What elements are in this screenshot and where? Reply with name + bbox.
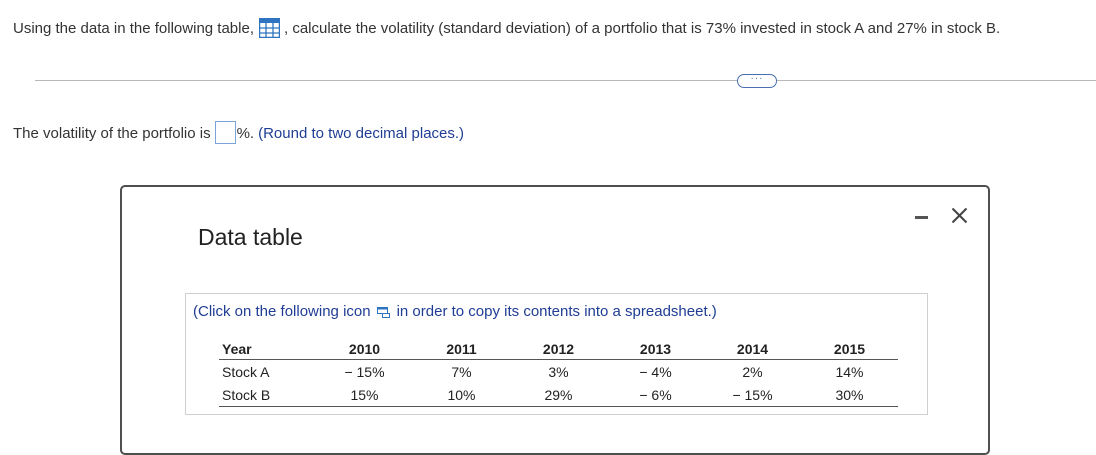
divider-line [35,80,1096,81]
table-cell: 3% [548,363,569,380]
header-year: 2015 [801,338,898,360]
copy-spreadsheet-icon[interactable] [376,305,390,322]
volatility-input[interactable] [214,121,236,144]
rounding-note: (Round to two decimal places.) [258,125,465,142]
answer-prefix: The volatility of the portfolio is [13,125,211,142]
table-cell: 29% [510,383,607,407]
table-row: Stock A − 15% 7% 3% − 4% 2% 14% [219,360,898,384]
header-year: 2012 [510,338,607,360]
table-icon[interactable] [258,17,281,42]
copy-instruction: (Click on the following icon in order to … [193,303,717,322]
copy-note-after: in order to copy its contents into a spr… [396,303,717,320]
data-table: Year 2010 2011 2012 2013 2014 2015 Stock… [219,338,898,407]
answer-line: The volatility of the portfolio is%. (Rou… [13,121,464,144]
table-cell: 30% [801,383,898,407]
question-prefix: Using the data in the following table, [13,20,254,37]
header-year: 2010 [316,338,413,360]
table-header-row: Year 2010 2011 2012 2013 2014 2015 [219,338,898,360]
table-row: Stock B 15% 10% 29% − 6% − 15% 30% [219,383,898,407]
data-table-dialog: Data table (Click on the following icon i… [120,185,990,455]
dialog-title: Data table [198,224,303,250]
question-suffix: , calculate the volatility (standard dev… [284,20,1001,37]
question-text: Using the data in the following table, , … [13,17,1001,42]
header-year: 2011 [413,338,510,360]
header-year-label: Year [219,338,316,360]
row-label: Stock A [222,363,270,380]
table-cell: − 4% [639,363,672,380]
minimize-icon[interactable] [915,216,928,219]
close-icon[interactable] [951,207,968,229]
table-cell: − 6% [607,383,704,407]
table-cell: 7% [451,363,472,380]
row-label: Stock B [219,383,316,407]
table-cell: 15% [316,383,413,407]
copy-note-before: (Click on the following icon [193,303,371,320]
table-cell: 10% [413,383,510,407]
table-cell: − 15% [704,383,801,407]
table-cell: 14% [835,363,864,380]
table-cell: − 15% [344,363,385,380]
table-container: (Click on the following icon in order to … [185,293,928,415]
more-button[interactable]: ··· [737,74,777,88]
answer-suffix: %. [236,125,255,142]
table-cell: 2% [742,363,763,380]
header-year: 2014 [704,338,801,360]
header-year: 2013 [607,338,704,360]
